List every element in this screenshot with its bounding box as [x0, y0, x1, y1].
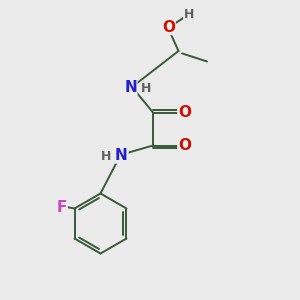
Text: O: O — [178, 138, 191, 153]
Text: H: H — [101, 150, 111, 164]
Text: N: N — [124, 80, 137, 94]
Text: O: O — [178, 105, 191, 120]
Text: O: O — [162, 20, 175, 34]
Text: N: N — [115, 148, 128, 163]
Text: H: H — [141, 82, 151, 95]
Text: H: H — [184, 8, 194, 21]
Text: F: F — [57, 200, 67, 214]
